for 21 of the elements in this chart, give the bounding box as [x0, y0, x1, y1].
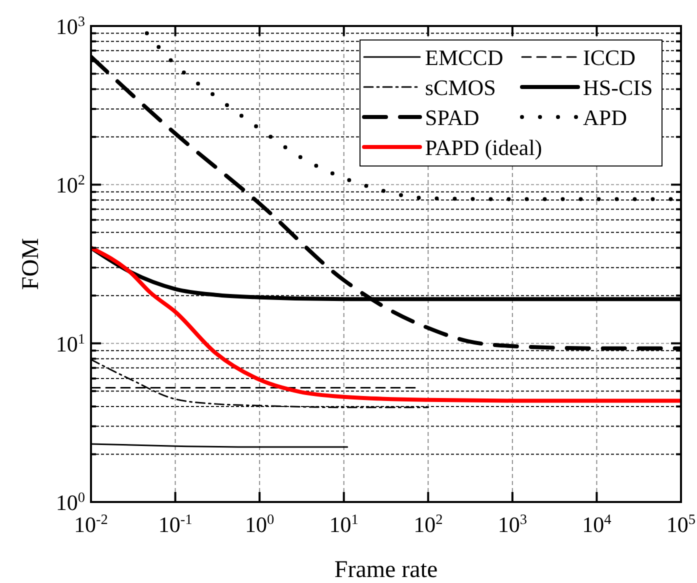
legend-label: sCMOS [425, 75, 496, 100]
x-tick-label: 10$^{0}$ [244, 512, 274, 537]
y-axis-title: FOM [18, 238, 44, 290]
x-tick-label: 10$^{4}$ [582, 512, 612, 537]
x-tick-label: 10$^{1}$ [329, 512, 358, 537]
x-tick-label: 10$^{-1}$ [158, 512, 192, 537]
legend-label: SPAD [425, 105, 480, 130]
x-tick-label: 10$^{3}$ [498, 512, 528, 537]
legend-label: HS-CIS [583, 75, 653, 100]
legend-label: PAPD (ideal) [425, 135, 542, 160]
x-tick-label: 10$^{2}$ [414, 512, 443, 537]
y-tick-label: 10$^{3}$ [56, 14, 85, 39]
y-tick-label: 10$^{0}$ [56, 490, 85, 515]
y-tick-label: 10$^{1}$ [56, 331, 85, 356]
legend-label: APD [583, 105, 628, 130]
legend-label: EMCCD [425, 45, 504, 70]
legend-label: ICCD [583, 45, 636, 70]
x-axis-title: Frame rate [334, 557, 438, 583]
y-tick-label: 10$^{2}$ [56, 172, 85, 198]
x-tick-label: 10$^{5}$ [666, 512, 696, 537]
x-tick-label: 10$^{-2}$ [74, 512, 108, 537]
